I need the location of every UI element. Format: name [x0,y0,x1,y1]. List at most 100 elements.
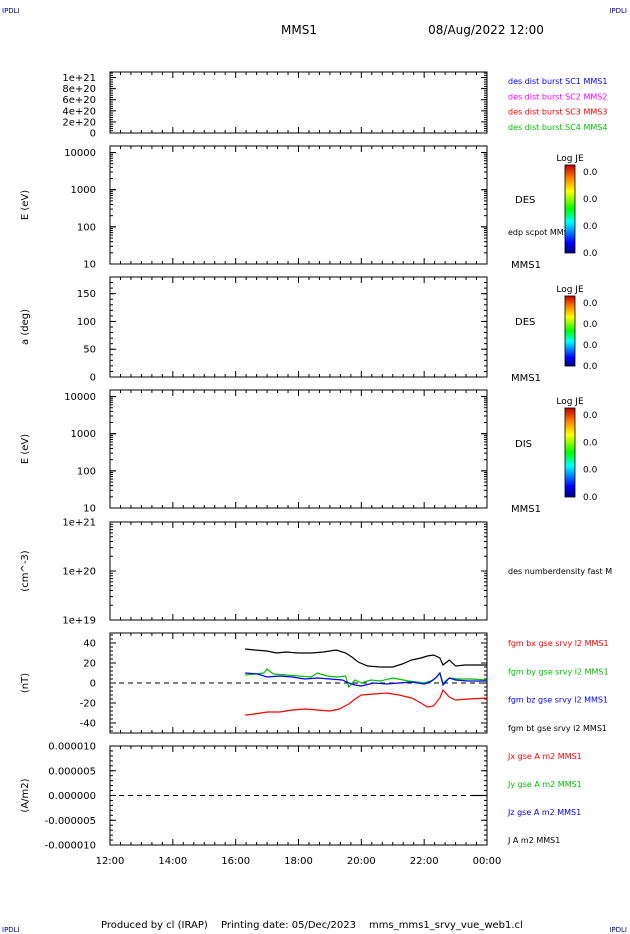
colorbar-label: 0.0 [583,168,598,178]
y-tick-label: -20 [80,699,96,710]
x-tick-label: 14:00 [158,856,187,867]
colorbar-title: Log JE [556,154,584,164]
legend-entry: des dist burst SC4 MMS4 [508,123,607,132]
y-tick-label: -0.000010 [45,841,96,852]
y-tick-label: 10000 [64,148,96,159]
panel-bottom-label: MMS1 [511,373,541,384]
y-tick-label: 6e+20 [62,95,96,106]
panel-frame [109,521,488,621]
legend-entry: fgm bz gse srvy l2 MMS1 [508,696,608,705]
x-tick-label: 16:00 [221,856,250,867]
panel-4: 10 100 1000 10000 E (eV) DIS MMS1 Log JE 0.0 0.0 0… [20,389,598,515]
colorbar-label: 0.0 [583,222,598,232]
legend-entry: fgm bt gse srvy l2 MMS1 [508,724,607,733]
panel-3: 0 50 100 150 a (deg) DES MMS1 Log JE 0.0 0.0 0.0 0.… [20,276,598,384]
series-line [245,648,487,668]
y-tick-label: 0.000010 [48,742,96,753]
corner-label-bottom-left: IPDLI [2,926,20,934]
legend-entry: J A m2 MMS1 [507,836,560,845]
panel-frame [109,389,488,509]
x-tick-label: 22:00 [410,856,439,867]
y-tick-label: 1e+21 [62,518,96,529]
colorbar [564,407,576,498]
legend-entry: des dist burst SC3 MMS3 [508,108,607,117]
colorbar-label: 0.0 [583,411,598,421]
y-tick-label: 1000 [71,429,96,440]
y-axis-label: (cm^-3) [20,550,31,591]
y-tick-label: 10 [83,260,96,271]
x-tick-label: 20:00 [347,856,376,867]
colorbar-label: 0.0 [583,466,598,476]
y-axis-label: E (eV) [20,434,31,464]
y-axis-label: (A/m2) [20,778,31,812]
legend-entry: des dist burst SC2 MMS2 [508,92,607,101]
datetime-title: 08/Aug/2022 12:00 [428,23,544,37]
legend-entry: Jz gse A m2 MMS1 [507,808,581,817]
series-line [245,671,487,687]
y-tick-label: 0 [90,129,96,140]
panel-2: 10 100 1000 10000 E (eV) DES edp scpot MMS1 MMS… [20,145,598,271]
panel-frame [109,71,488,134]
colorbar-label: 0.0 [583,362,598,372]
y-tick-label: 150 [77,289,96,300]
spacecraft-title: MMS1 [281,23,317,37]
y-tick-label: 1e+21 [62,73,96,84]
legend-entry: des dist burst SC1 MMS1 [508,77,607,86]
y-axis-label: (nT) [20,673,31,693]
series-line [245,688,488,716]
colorbar [564,295,576,367]
colorbar [564,164,576,254]
y-axis-label: E (eV) [20,190,31,220]
legend-entry: Jx gse A m2 MMS1 [507,752,582,761]
y-tick-label: 0.000000 [48,791,96,802]
y-tick-label: 2e+20 [62,117,96,128]
y-tick-label: 1000 [71,185,96,196]
y-tick-label: 10 [83,504,96,515]
panel-5: 1e+19 1e+20 1e+21 (cm^-3) des numberdensity … [20,518,612,627]
footer-printing-date: Printing date: 05/Dec/2023 [221,920,356,931]
colorbar-label: 0.0 [583,195,598,205]
colorbar-title: Log JE [556,285,584,295]
y-axis-label: a (deg) [20,309,31,345]
y-tick-label: 100 [77,222,96,233]
y-tick-label: -40 [80,719,96,730]
y-tick-label: 100 [77,466,96,477]
y-tick-label: 1e+20 [62,567,96,578]
footer-script-name: mms_mms1_srvy_vue_web1.cl [369,920,523,931]
panel-7: -0.000010 -0.000005 0.000000 0.000005 0.0000… [20,742,582,852]
y-tick-label: 8e+20 [62,84,96,95]
colorbar-label: 0.0 [583,341,598,351]
x-tick-label: 00:00 [473,856,502,867]
colorbar-label: 0.0 [583,438,598,448]
panel-bottom-label: MMS1 [511,504,541,515]
colorbar-label: 0.0 [583,320,598,330]
y-tick-label: 0.000005 [48,766,96,777]
y-tick-label: 4e+20 [62,106,96,117]
corner-label-top-right: IPDLI [609,7,627,15]
y-tick-label: 20 [83,659,96,670]
corner-label-top-left: IPDLI [2,7,20,15]
footer-produced-by: Produced by cl (IRAP) [101,920,208,931]
colorbar-label: 0.0 [583,493,598,503]
y-tick-label: -0.000005 [45,816,96,827]
legend-entry: des numberdensity fast M [508,567,612,576]
panel-bottom-label: MMS1 [511,260,541,271]
y-tick-label: 100 [77,317,96,328]
y-tick-label: 1e+19 [62,616,96,627]
colorbar-title: Log JE [556,397,584,407]
legend-entry: fgm by gse srvy l2 MMS1 [508,667,609,676]
y-tick-label: 0 [90,679,96,690]
extra-label: edp scpot MMS1 [508,228,574,237]
x-tick-label: 18:00 [284,856,313,867]
legend-entry: Jy gse A m2 MMS1 [507,780,582,789]
panel-frame [109,276,488,378]
side-label: DES [515,195,535,206]
y-tick-label: 10000 [64,392,96,403]
corner-label-bottom-right: IPDLI [609,926,627,934]
y-tick-label: 0 [90,373,96,384]
colorbar-label: 0.0 [583,299,598,309]
colorbar-label: 0.0 [583,249,598,259]
